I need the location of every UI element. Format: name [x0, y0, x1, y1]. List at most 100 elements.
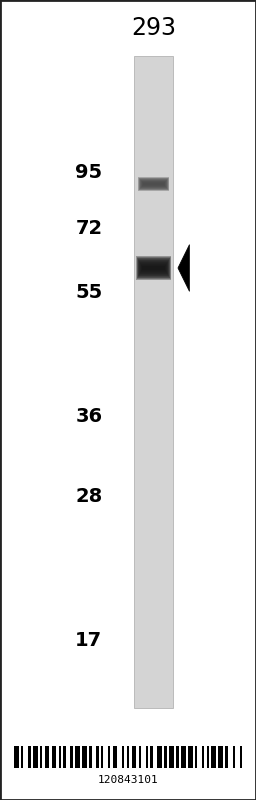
Bar — [40, 746, 42, 768]
Text: 293: 293 — [131, 16, 176, 40]
Bar — [141, 264, 166, 272]
Bar — [141, 181, 166, 187]
Bar — [141, 264, 166, 271]
Bar — [142, 266, 165, 270]
Bar — [139, 261, 168, 274]
Bar — [142, 182, 165, 186]
Bar — [138, 746, 141, 768]
Bar — [202, 746, 204, 768]
Bar — [132, 746, 136, 768]
Bar — [89, 746, 92, 768]
Bar — [140, 179, 167, 189]
Bar — [139, 261, 168, 275]
Bar — [138, 178, 169, 190]
Bar — [140, 263, 167, 273]
Bar — [143, 182, 164, 186]
Bar — [70, 746, 73, 768]
Bar — [138, 259, 169, 276]
Polygon shape — [178, 245, 189, 291]
Bar — [21, 746, 24, 768]
Bar — [138, 178, 169, 190]
Bar — [137, 257, 170, 279]
Bar — [164, 746, 167, 768]
Bar — [137, 258, 170, 278]
Bar — [137, 258, 170, 278]
Bar — [140, 179, 167, 189]
Text: 120843101: 120843101 — [98, 775, 158, 786]
Bar — [137, 257, 170, 278]
Bar — [142, 266, 165, 269]
Bar — [136, 256, 171, 280]
Bar — [146, 746, 148, 768]
Bar — [141, 265, 166, 271]
Bar — [211, 746, 216, 768]
Bar — [232, 746, 235, 768]
Bar — [143, 182, 165, 186]
Bar — [176, 746, 178, 768]
Bar — [138, 177, 169, 191]
Bar — [101, 746, 103, 768]
Bar — [181, 746, 186, 768]
Bar — [136, 256, 171, 279]
Bar — [139, 178, 168, 190]
Bar — [141, 180, 166, 187]
Bar — [108, 746, 110, 768]
Text: 36: 36 — [75, 406, 102, 426]
Bar — [143, 183, 164, 185]
Bar — [140, 180, 167, 188]
Bar — [140, 178, 168, 190]
Bar — [134, 56, 174, 708]
Bar — [141, 264, 167, 272]
Text: 17: 17 — [75, 630, 102, 650]
Bar — [139, 260, 168, 275]
Bar — [138, 259, 169, 277]
Text: 28: 28 — [75, 486, 102, 506]
Bar — [143, 267, 165, 269]
Bar — [33, 746, 38, 768]
Bar — [195, 746, 197, 768]
Bar — [140, 262, 168, 274]
Bar — [59, 746, 61, 768]
Bar — [141, 181, 166, 187]
Bar — [150, 746, 153, 768]
Bar — [138, 258, 169, 277]
Bar — [140, 262, 168, 274]
Bar — [96, 746, 99, 768]
Bar — [143, 183, 164, 185]
Bar — [142, 182, 165, 186]
Bar — [138, 260, 169, 276]
Bar — [28, 746, 30, 768]
Bar — [139, 178, 168, 190]
Bar — [142, 266, 165, 270]
Bar — [82, 746, 87, 768]
Bar — [142, 265, 166, 270]
Bar — [138, 178, 169, 190]
Bar — [63, 746, 66, 768]
Bar — [140, 179, 168, 189]
Bar — [142, 181, 166, 187]
Bar — [143, 182, 164, 185]
Bar — [240, 746, 242, 768]
Text: 72: 72 — [75, 218, 102, 238]
Bar — [169, 746, 174, 768]
Bar — [113, 746, 118, 768]
Text: 55: 55 — [75, 282, 102, 302]
Bar — [139, 178, 168, 190]
Bar — [157, 746, 162, 768]
Bar — [14, 746, 19, 768]
Bar — [226, 746, 228, 768]
Bar — [45, 746, 49, 768]
Bar — [142, 182, 165, 186]
Bar — [52, 746, 56, 768]
Bar — [127, 746, 129, 768]
Bar — [140, 262, 167, 273]
Bar — [207, 746, 209, 768]
Bar — [122, 746, 124, 768]
Bar — [138, 177, 169, 191]
Bar — [75, 746, 80, 768]
Text: 95: 95 — [75, 162, 102, 182]
Bar — [141, 180, 167, 188]
Bar — [188, 746, 193, 768]
Bar — [141, 180, 166, 188]
Bar — [144, 183, 164, 185]
